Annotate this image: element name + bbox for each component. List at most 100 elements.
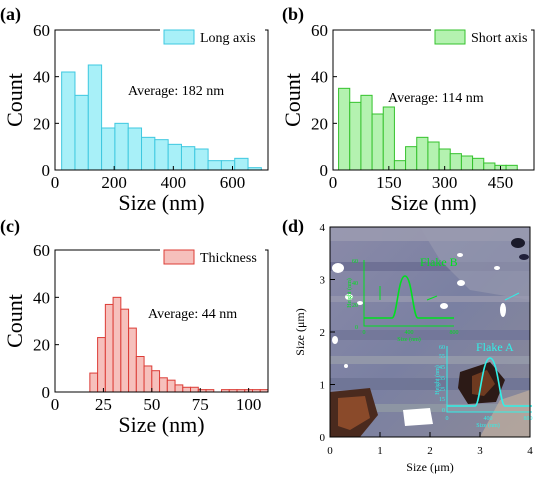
x-axis-label: Size (nm) (390, 190, 476, 215)
histogram-bar (427, 141, 440, 171)
histogram-bar (449, 153, 462, 171)
y-tick-label: 40 (311, 68, 328, 87)
histogram-bar (234, 157, 249, 171)
flake-b-inset: Flake B 0 20 40 60 0 400 800 Size (nm) H… (346, 255, 459, 343)
y-tick-label: 0 (320, 161, 329, 180)
flake-a-ytick-4: 45 (439, 365, 445, 371)
flake-a-xtick-0: 0 (446, 416, 449, 422)
histogram-bar (87, 64, 103, 171)
flake-b-inset-axes (363, 260, 454, 327)
histogram-bar (167, 143, 182, 171)
legend-label: Short axis (471, 31, 527, 46)
x-tick-label: 600 (220, 173, 246, 192)
histogram-bar (127, 127, 143, 171)
flake-a-ytick-3: 35 (439, 376, 445, 382)
y-tick-label: 60 (33, 21, 50, 40)
histogram-bar (61, 71, 76, 171)
flake-a-xtick-1: 400 (484, 416, 493, 422)
afm-image-panel: Flake B 0 20 40 60 0 400 800 Size (nm) H… (293, 222, 533, 474)
histogram-bar (416, 136, 429, 171)
flake-b-ylabel: Height (nm) (346, 278, 353, 308)
afm-xtick-1: 1 (377, 445, 383, 457)
y-axis-label: Count (280, 73, 305, 127)
histogram-bar (74, 94, 89, 171)
panel-label-d: (d) (282, 216, 304, 237)
x-tick-label: 400 (161, 173, 187, 192)
flake-a-profile-curve (447, 357, 532, 407)
legend-swatch (163, 29, 195, 45)
panel-label-b: (b) (282, 4, 304, 25)
average-annotation: Average: 114 nm (388, 91, 484, 106)
histogram-bar (194, 148, 209, 171)
flake-a-ytick-6: 60 (439, 345, 445, 351)
legend-label: Thickness (200, 251, 257, 266)
flake-b-ytick-3: 60 (352, 259, 358, 265)
histogram-thickness: 0 25 50 75 100 0 20 40 60 Size (nm) Count Thickness… (2, 241, 269, 437)
afm-y-axis-label: Size (μm) (293, 308, 307, 355)
flake-b-profile-curve (364, 275, 454, 319)
x-tick-label: 200 (101, 173, 127, 192)
x-tick-label: 0 (329, 173, 338, 192)
afm-axis-ticks (329, 226, 531, 438)
histogram-bar (180, 146, 196, 171)
flake-b-marker (426, 295, 438, 301)
flake-b-xtick-0: 0 (363, 330, 366, 336)
flake-a-ytick-0: 0 (442, 408, 445, 414)
flake-a-ytick-2: 25 (439, 387, 445, 393)
flake-a-label: Flake A (476, 340, 514, 354)
flake-a-profile-line (504, 292, 520, 301)
flake-a-inset: Flake A 0 15 25 35 45 55 60 0 400 800 Si… (434, 340, 533, 429)
y-axis-label: Count (2, 73, 27, 127)
afm-ytick-4: 4 (320, 222, 326, 234)
x-tick-label: 0 (51, 173, 60, 192)
panel-label-a: (a) (0, 4, 21, 25)
histogram-bar (154, 139, 169, 171)
flake-b-xtick-2: 800 (450, 330, 459, 336)
histogram-bar (505, 164, 518, 171)
flake-a-xtick-2: 800 (524, 416, 533, 422)
legend-swatch (434, 29, 466, 45)
flake-a-ytick-5: 55 (439, 354, 445, 360)
afm-x-axis-label: Size (μm) (406, 460, 453, 474)
y-tick-label: 20 (311, 114, 328, 133)
flake-a-inset-axes (446, 346, 532, 413)
y-tick-label: 40 (33, 68, 50, 87)
histogram-bar (135, 356, 145, 393)
histogram-bar (114, 122, 129, 171)
histogram-bar (182, 386, 192, 393)
histogram-bar (166, 379, 176, 393)
x-axis-label: Size (nm) (118, 190, 204, 215)
legend-label: Long axis (200, 31, 256, 46)
afm-ytick-2: 2 (320, 327, 326, 339)
histogram-bar (112, 296, 122, 393)
average-annotation: Average: 44 nm (148, 307, 237, 322)
flake-b-xlabel: Size (nm) (397, 336, 421, 343)
histogram-bar (143, 365, 153, 393)
y-tick-label: 0 (42, 383, 51, 402)
afm-xtick-4: 4 (527, 445, 533, 457)
y-axis-label: Count (2, 294, 27, 348)
histogram-bar (371, 113, 384, 171)
histogram-bar (141, 136, 156, 171)
flake-a-ylabel: Height (nm) (434, 365, 441, 395)
histogram-bar (349, 101, 362, 171)
x-tick-label: 75 (192, 395, 209, 414)
y-tick-label: 60 (311, 21, 328, 40)
histogram-long-axis: 0 200 400 600 0 20 40 60 Size (nm) Count Long axis… (2, 21, 269, 215)
histogram-bar (174, 384, 184, 393)
x-tick-label: 300 (432, 173, 458, 192)
flake-a-ytick-1: 15 (439, 397, 445, 403)
legend-swatch (163, 249, 195, 265)
afm-ytick-1: 1 (320, 380, 326, 392)
histogram-bar (460, 155, 474, 171)
flake-a-xlabel: Size (nm) (476, 422, 500, 429)
histogram-bar (472, 157, 485, 171)
histogram-bar (393, 160, 407, 171)
y-tick-label: 40 (33, 288, 50, 307)
flake-b-ytick-0: 0 (355, 325, 358, 331)
x-tick-label: 450 (488, 173, 514, 192)
y-tick-label: 20 (33, 336, 50, 355)
x-tick-label: 0 (51, 395, 60, 414)
histogram-bar (382, 106, 395, 171)
